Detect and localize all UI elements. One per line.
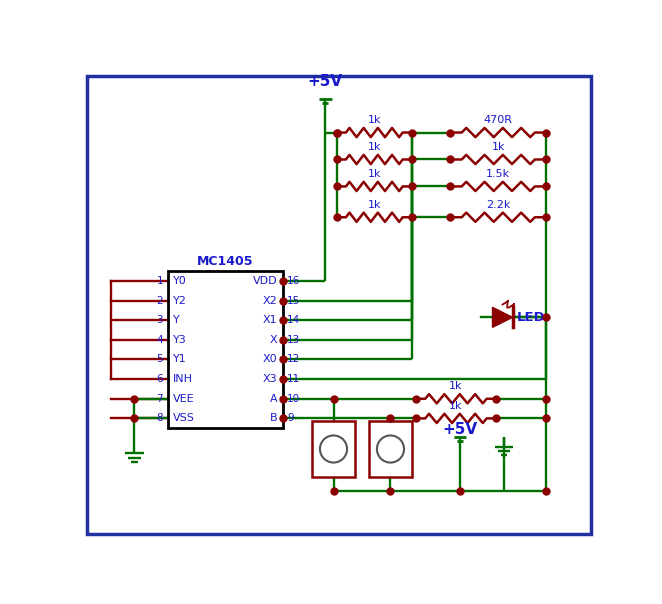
Text: 1k: 1k bbox=[491, 142, 505, 152]
Text: 2.2k: 2.2k bbox=[486, 199, 510, 210]
Text: 1: 1 bbox=[156, 276, 163, 286]
Text: 2: 2 bbox=[347, 462, 354, 472]
Text: 14: 14 bbox=[287, 315, 300, 325]
Text: 4: 4 bbox=[315, 462, 322, 472]
Text: 10: 10 bbox=[287, 394, 300, 403]
Text: VSS: VSS bbox=[173, 413, 195, 423]
Text: X2: X2 bbox=[263, 295, 277, 306]
Bar bbox=[369, 422, 412, 477]
Text: 1k: 1k bbox=[449, 400, 463, 411]
Text: INH: INH bbox=[173, 374, 193, 384]
Text: 2: 2 bbox=[156, 295, 163, 306]
Text: 12: 12 bbox=[287, 355, 300, 364]
Text: X3: X3 bbox=[263, 374, 277, 384]
Text: 11: 11 bbox=[287, 374, 300, 384]
Text: X1: X1 bbox=[263, 315, 277, 325]
Text: 3: 3 bbox=[156, 315, 163, 325]
Text: 1: 1 bbox=[404, 428, 410, 437]
Text: X: X bbox=[270, 335, 277, 345]
Text: +5V: +5V bbox=[308, 74, 343, 89]
Text: 9: 9 bbox=[287, 413, 293, 423]
Text: 1.5k: 1.5k bbox=[486, 169, 510, 179]
Text: 13: 13 bbox=[287, 335, 300, 345]
Text: 1: 1 bbox=[347, 428, 354, 437]
Text: 5: 5 bbox=[156, 355, 163, 364]
Text: B: B bbox=[270, 413, 277, 423]
Text: A: A bbox=[270, 394, 277, 403]
Text: 1k: 1k bbox=[367, 169, 381, 179]
Text: 7: 7 bbox=[156, 394, 163, 403]
Text: Y1: Y1 bbox=[173, 355, 187, 364]
Text: 4: 4 bbox=[372, 462, 379, 472]
Bar bbox=[312, 422, 355, 477]
Text: Y3: Y3 bbox=[173, 335, 187, 345]
Text: 1k: 1k bbox=[367, 199, 381, 210]
Text: 3: 3 bbox=[315, 428, 322, 437]
Text: Y0: Y0 bbox=[173, 276, 187, 286]
Text: Y: Y bbox=[173, 315, 179, 325]
Text: 8: 8 bbox=[156, 413, 163, 423]
Text: MC1405: MC1405 bbox=[197, 255, 254, 268]
Text: 1k: 1k bbox=[367, 142, 381, 152]
Text: VEE: VEE bbox=[173, 394, 195, 403]
Text: 3: 3 bbox=[372, 428, 379, 437]
Text: +5V: +5V bbox=[443, 422, 478, 437]
Text: VDD: VDD bbox=[253, 276, 277, 286]
Text: LED: LED bbox=[517, 311, 546, 324]
Text: 1k: 1k bbox=[367, 115, 381, 125]
Text: 15: 15 bbox=[287, 295, 300, 306]
Text: 2: 2 bbox=[404, 462, 410, 472]
Text: X0: X0 bbox=[263, 355, 277, 364]
Text: 4: 4 bbox=[156, 335, 163, 345]
Polygon shape bbox=[493, 307, 512, 327]
Text: Y2: Y2 bbox=[173, 295, 187, 306]
Text: 470R: 470R bbox=[484, 115, 513, 125]
Text: 16: 16 bbox=[287, 276, 300, 286]
Text: 1k: 1k bbox=[449, 381, 463, 391]
Text: 6: 6 bbox=[156, 374, 163, 384]
Bar bbox=[167, 271, 283, 428]
